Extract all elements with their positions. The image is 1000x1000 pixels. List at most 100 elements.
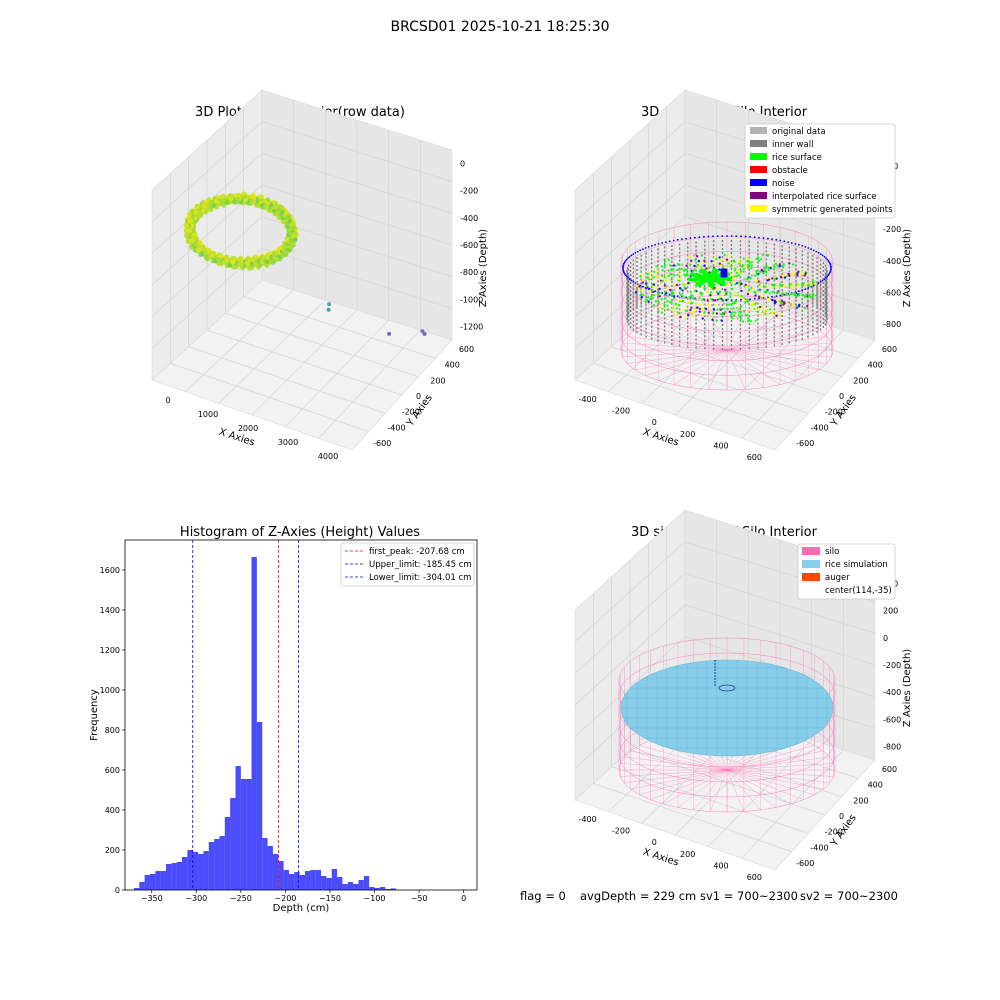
classified-point	[747, 319, 750, 323]
classified-point	[759, 284, 762, 287]
classified-point	[658, 287, 661, 291]
classified-point	[675, 307, 678, 310]
classified-point	[803, 306, 806, 310]
classified-point	[814, 282, 817, 285]
noise-point	[779, 239, 782, 242]
classified-point	[728, 253, 731, 257]
classified-point	[658, 306, 661, 309]
x-tick-label: −250	[230, 894, 252, 903]
z-tick-label: 0	[460, 160, 465, 169]
classified-point	[799, 272, 802, 275]
classified-point	[679, 298, 682, 302]
classified-point	[641, 281, 644, 284]
classified-point	[676, 273, 679, 277]
noise-point	[744, 235, 747, 238]
noise-point	[694, 236, 696, 239]
classified-point	[689, 263, 692, 266]
classified-point	[745, 285, 748, 288]
classified-point	[651, 296, 655, 300]
classified-point	[639, 294, 642, 297]
silo-spoke	[690, 349, 728, 388]
y-tick-label: 1200	[100, 646, 120, 655]
noise-point	[623, 271, 625, 274]
classified-point	[750, 304, 754, 307]
legend-swatch	[750, 153, 767, 160]
classified-point	[731, 302, 735, 305]
noise-point	[807, 287, 810, 289]
histogram-bar	[182, 857, 188, 890]
classified-point	[776, 300, 779, 304]
classified-point	[730, 261, 734, 265]
classified-point	[791, 263, 795, 266]
silo-spoke	[726, 349, 819, 371]
raw-point	[187, 227, 193, 233]
classified-point	[681, 292, 684, 295]
classified-point	[760, 296, 763, 300]
classified-point	[698, 303, 702, 306]
classified-point	[703, 264, 706, 267]
classified-point	[771, 290, 774, 294]
classified-point	[651, 289, 654, 292]
classified-point	[725, 298, 728, 302]
y-tick-label: 800	[105, 726, 120, 735]
classified-point	[666, 304, 669, 307]
y-tick-label: 600	[105, 766, 120, 775]
classified-point	[725, 258, 729, 261]
classified-point	[690, 296, 693, 299]
silo-spoke	[726, 769, 791, 805]
histogram-bars	[133, 557, 396, 890]
classified-point	[711, 315, 714, 318]
classified-point	[726, 307, 729, 310]
histogram-bar	[176, 862, 183, 890]
y-tick-label: 400	[868, 781, 883, 790]
noise-point	[775, 295, 778, 298]
classified-point	[768, 292, 771, 295]
classified-point	[652, 294, 656, 297]
classified-point	[739, 310, 743, 314]
noise-point	[630, 254, 633, 257]
classified-point	[739, 317, 743, 320]
classified-point	[641, 278, 645, 282]
noise-point	[771, 238, 773, 241]
classified-point	[732, 276, 735, 279]
classified-point	[738, 310, 741, 314]
legend-swatch	[802, 573, 820, 581]
y-tick-label: 600	[882, 345, 897, 354]
legend-swatch	[750, 192, 767, 199]
classified-point	[742, 262, 746, 265]
histogram-bar	[310, 870, 316, 890]
classified-point	[782, 264, 785, 267]
noise-point	[775, 238, 778, 241]
noise-point	[827, 260, 830, 262]
classified-point	[713, 256, 716, 259]
classified-point	[724, 266, 728, 269]
x-tick-label: −350	[141, 894, 163, 903]
classified-point	[666, 285, 669, 288]
histogram-bar	[385, 889, 391, 890]
classified-point	[681, 294, 684, 297]
classified-point	[779, 304, 782, 307]
classify-3d-plot: 3D classify of Silo Interior -400-200020…	[574, 89, 913, 462]
histogram-y-axis-label: Frequency	[89, 689, 100, 741]
y-tick-label: -200	[825, 828, 843, 837]
silo-spoke	[726, 349, 796, 381]
silo-spoke	[708, 349, 728, 390]
classified-point	[640, 296, 644, 299]
classified-point	[779, 313, 782, 316]
raw-point	[186, 213, 192, 219]
classified-point	[797, 270, 800, 273]
classified-point	[709, 294, 712, 297]
classified-point	[679, 277, 682, 281]
classified-point	[679, 315, 682, 319]
x-tick-label: 400	[713, 442, 728, 451]
classified-point	[697, 259, 701, 263]
noise-point	[644, 287, 647, 289]
classified-point	[732, 307, 735, 310]
classified-point	[663, 260, 667, 263]
classified-point	[767, 266, 770, 269]
raw-point	[187, 233, 193, 238]
noise-point	[807, 247, 810, 249]
classified-point	[657, 293, 660, 296]
silo-spoke	[658, 319, 728, 351]
raw-point	[248, 194, 254, 200]
